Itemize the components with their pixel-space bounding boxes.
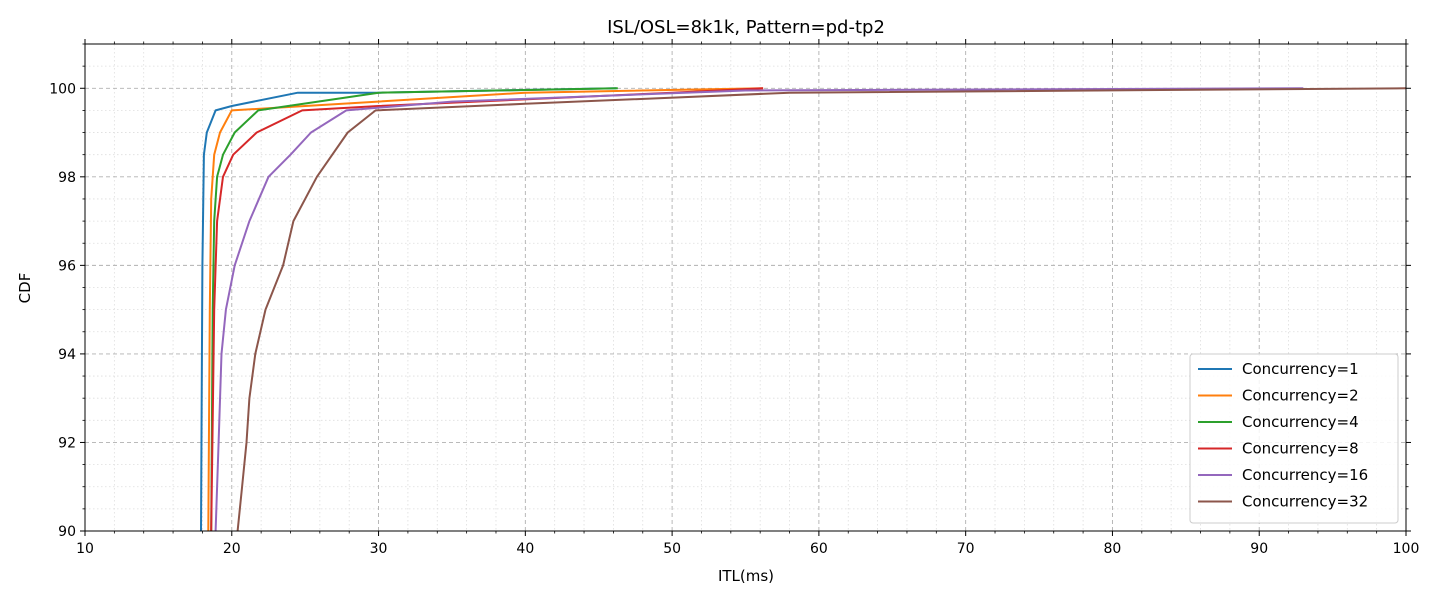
legend: Concurrency=1 Concurrency=2 Concurrency=4 C…: [1189, 353, 1399, 524]
x-tick-label: 50: [663, 541, 681, 557]
series-line-3: [210, 87, 618, 532]
legend-label: Concurrency=32: [1242, 493, 1368, 511]
series-line-6: [236, 87, 1407, 532]
x-tick-label: 40: [516, 541, 534, 557]
chart-title: ISL/OSL=8k1k, Pattern=pd-tp2: [607, 17, 885, 38]
series-line-1: [200, 87, 617, 532]
x-tick-label: 30: [370, 541, 388, 557]
y-tick-label: 98: [58, 170, 76, 186]
y-tick-label: 92: [58, 435, 76, 451]
legend-label: Concurrency=8: [1242, 440, 1359, 458]
y-tick-label: 100: [49, 81, 76, 97]
y-tick-label: 94: [58, 347, 76, 363]
x-tick-label: 90: [1250, 541, 1268, 557]
x-tick-label: 70: [957, 541, 975, 557]
series-line-2: [207, 87, 764, 532]
y-tick-label: 90: [58, 524, 76, 540]
legend-box: [1189, 353, 1399, 524]
series-line-5: [214, 87, 1304, 532]
y-axis-label: CDF: [16, 273, 34, 304]
x-tick-label: 100: [1393, 541, 1420, 557]
x-tick-label: 60: [810, 541, 828, 557]
x-tick-label: 80: [1104, 541, 1122, 557]
axis-ticks: 10 20 30 40 50 60 70 80 90 100 90 92 94 96 98 100: [49, 39, 1419, 557]
series-layer: [200, 87, 1407, 532]
x-tick-label: 20: [223, 541, 241, 557]
legend-label: Concurrency=2: [1242, 387, 1359, 405]
y-tick-label: 96: [58, 258, 76, 274]
legend-label: Concurrency=1: [1242, 360, 1359, 378]
x-axis-label: ITL(ms): [718, 567, 774, 585]
legend-label: Concurrency=16: [1242, 466, 1368, 484]
x-tick-label: 10: [76, 541, 94, 557]
legend-label: Concurrency=4: [1242, 413, 1359, 431]
